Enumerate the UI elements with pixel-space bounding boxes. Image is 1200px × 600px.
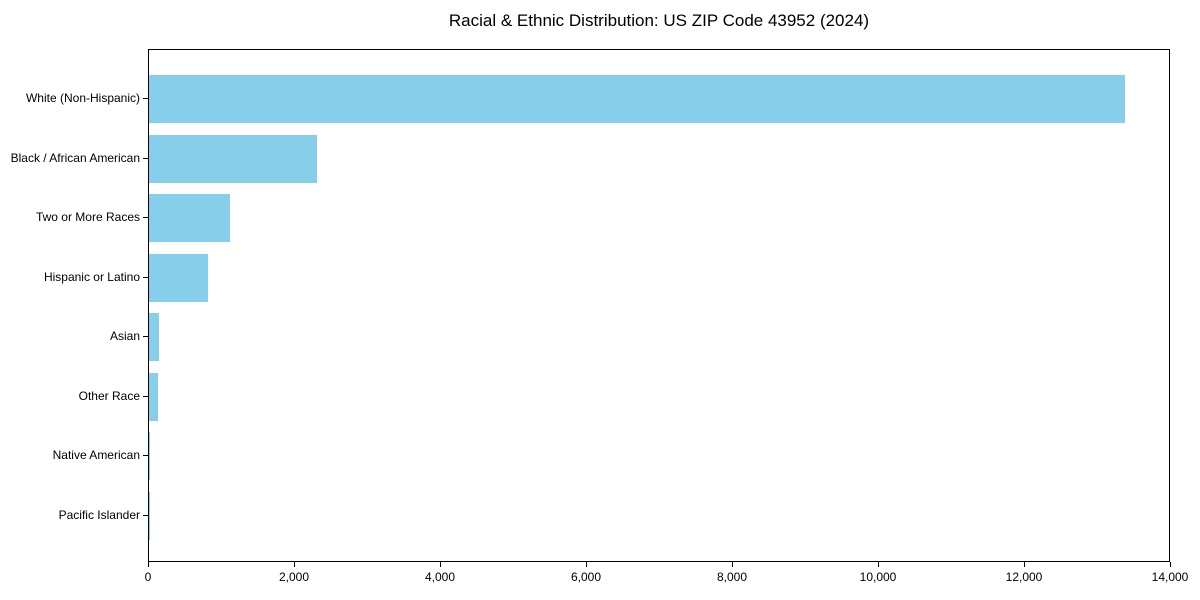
x-axis-label-6-000: 6,000 xyxy=(570,570,602,584)
x-axis-label-4-000: 4,000 xyxy=(424,570,456,584)
bar-asian xyxy=(149,313,160,361)
y-axis-label-black-african-american: Black / African American xyxy=(10,150,140,165)
plot-area xyxy=(148,49,1170,562)
y-tick-mark xyxy=(143,217,148,218)
x-tick-mark xyxy=(586,562,587,567)
y-axis-label-hispanic-or-latino: Hispanic or Latino xyxy=(43,269,140,284)
bar-black-african-american xyxy=(149,134,317,183)
chart-title: Racial & Ethnic Distribution: US ZIP Cod… xyxy=(448,11,870,30)
y-tick-mark xyxy=(143,336,148,337)
y-axis-label-two-or-more-races: Two or More Races xyxy=(35,210,140,224)
x-axis-label-10-000: 10,000 xyxy=(859,570,897,584)
x-axis-label-0: 0 xyxy=(144,570,152,584)
x-tick-mark xyxy=(294,562,295,567)
x-tick-mark xyxy=(440,562,441,567)
x-tick-mark xyxy=(732,562,733,567)
x-tick-mark xyxy=(148,562,149,567)
y-tick-mark xyxy=(143,395,148,397)
x-axis-label-12-000: 12,000 xyxy=(1005,570,1043,584)
x-axis-label-8-000: 8,000 xyxy=(716,570,748,584)
y-tick-mark xyxy=(143,98,148,99)
x-axis-label-2-000: 2,000 xyxy=(278,570,310,584)
y-tick-mark xyxy=(143,514,148,516)
y-tick-mark xyxy=(143,455,148,456)
bar-native-american xyxy=(149,432,151,480)
x-tick-mark xyxy=(1024,562,1025,567)
x-axis-label-14-000: 14,000 xyxy=(1151,570,1189,584)
y-axis-label-pacific-islander: Pacific Islander xyxy=(58,507,140,522)
y-axis-label-other-race: Other Race xyxy=(78,388,140,403)
bar-white-non-hispanic xyxy=(149,75,1125,123)
y-axis-label-white-non-hispanic: White (Non-Hispanic) xyxy=(25,91,140,105)
x-tick-mark xyxy=(1170,562,1171,567)
y-tick-mark xyxy=(143,157,148,159)
bar-hispanic-or-latino xyxy=(149,253,209,302)
x-tick-mark xyxy=(878,562,879,567)
bar-two-or-more-races xyxy=(149,194,231,242)
bar-other-race xyxy=(149,372,158,421)
y-axis-label-asian: Asian xyxy=(109,329,140,343)
y-axis-label-native-american: Native American xyxy=(52,448,140,462)
y-tick-mark xyxy=(143,276,148,278)
